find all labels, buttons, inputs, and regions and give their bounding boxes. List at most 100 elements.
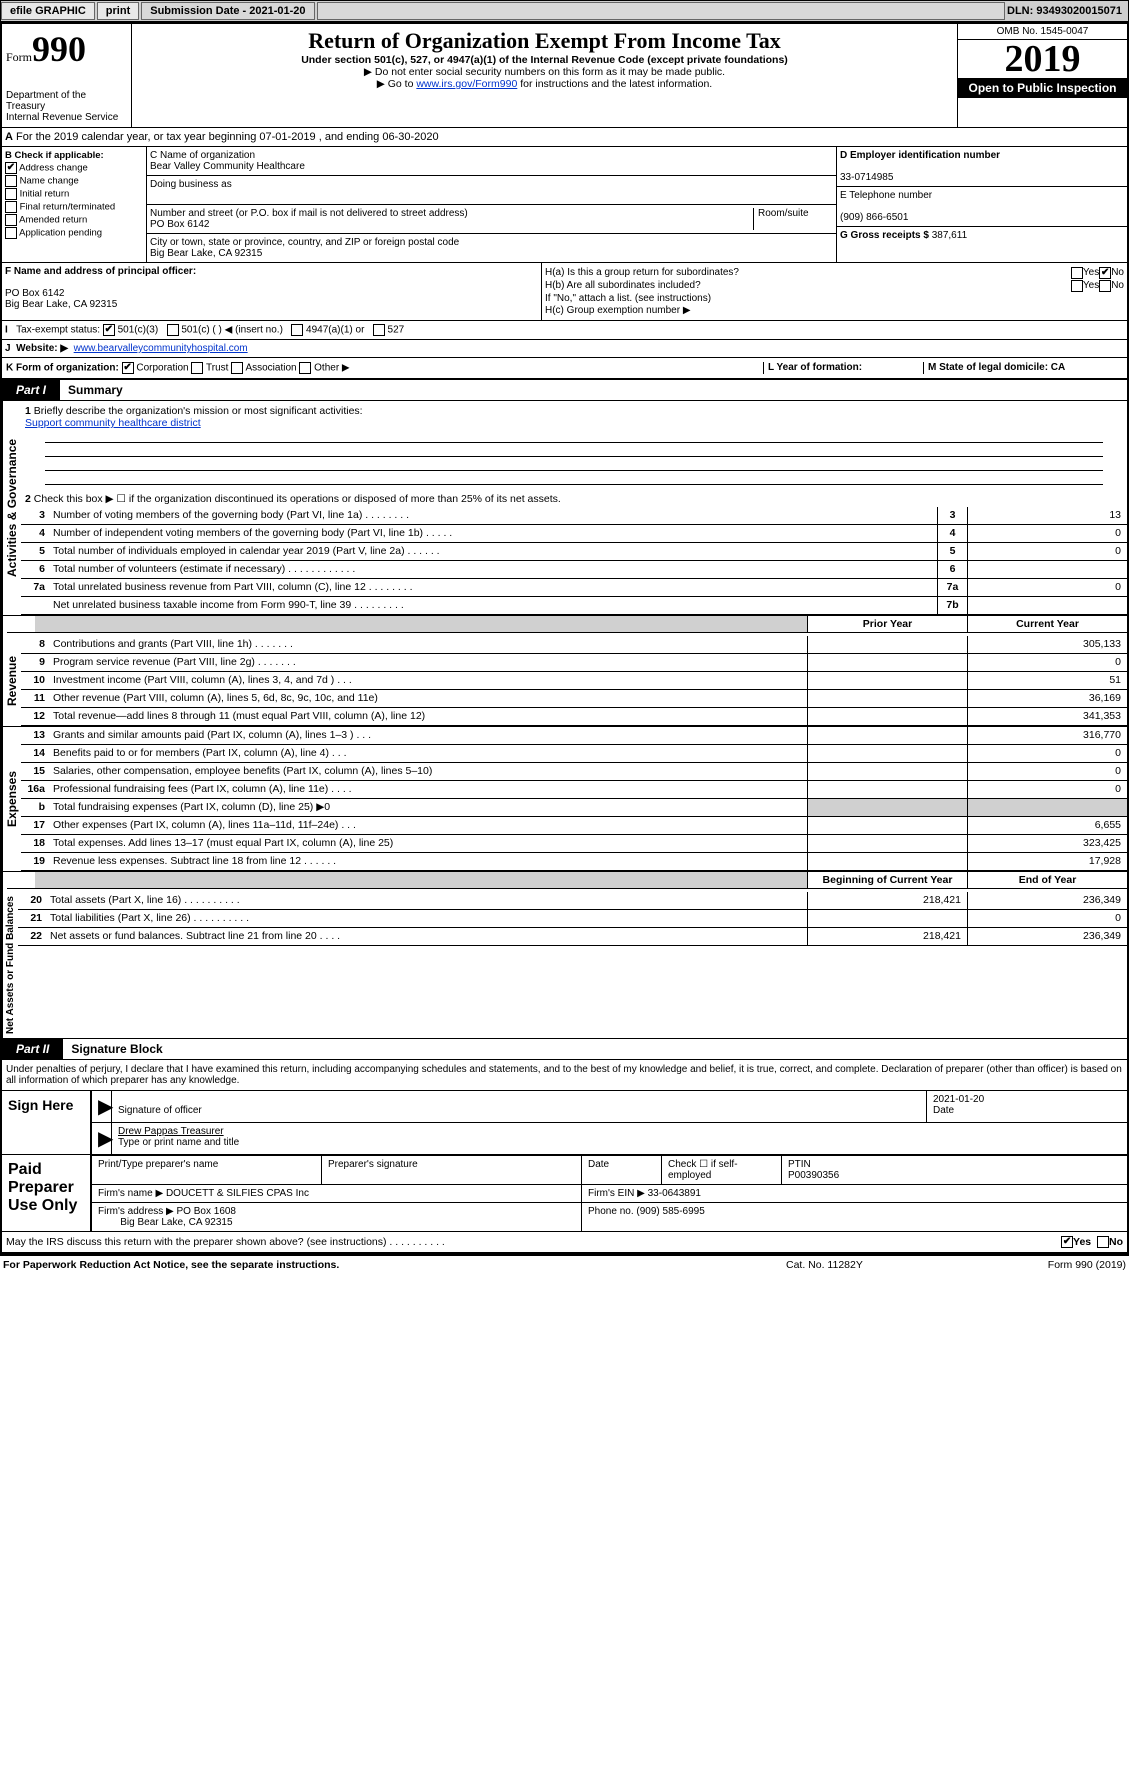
box-m: M State of legal domicile: CA <box>923 362 1123 374</box>
goto-note: ▶ Go to www.irs.gov/Form990 for instruct… <box>136 78 953 90</box>
check-initial-return[interactable] <box>5 188 17 200</box>
line-9: 9Program service revenue (Part VIII, lin… <box>21 654 1127 672</box>
efile-button[interactable]: efile GRAPHIC <box>1 2 95 20</box>
line-4: 4Number of independent voting members of… <box>21 525 1127 543</box>
line-5: 5Total number of individuals employed in… <box>21 543 1127 561</box>
ptin-value: P00390356 <box>788 1170 839 1181</box>
form-990: Form990 Department of the Treasury Inter… <box>0 22 1129 1254</box>
submission-date-cell: Submission Date - 2021-01-20 <box>141 2 314 20</box>
mission-link[interactable]: Support community healthcare district <box>25 417 201 429</box>
i-501c[interactable] <box>167 324 179 336</box>
firm-name: DOUCETT & SILFIES CPAS Inc <box>166 1188 309 1199</box>
line-13: 13Grants and similar amounts paid (Part … <box>21 727 1127 745</box>
perjury-declaration: Under penalties of perjury, I declare th… <box>2 1060 1127 1090</box>
vert-blank <box>2 616 7 636</box>
ein-value: 33-0714985 <box>840 172 893 183</box>
line-6: 6Total number of volunteers (estimate if… <box>21 561 1127 579</box>
line-7a: 7aTotal unrelated business revenue from … <box>21 579 1127 597</box>
form-number: Form990 <box>6 28 127 70</box>
hdr-current-year: Current Year <box>967 616 1127 632</box>
line-b: bTotal fundraising expenses (Part IX, co… <box>21 799 1127 817</box>
top-toolbar: efile GRAPHIC print Submission Date - 20… <box>0 0 1129 22</box>
discuss-row: May the IRS discuss this return with the… <box>2 1231 1127 1252</box>
hb-yes[interactable] <box>1071 280 1083 292</box>
line-11: 11Other revenue (Part VIII, column (A), … <box>21 690 1127 708</box>
hdr-end-year: End of Year <box>967 872 1127 888</box>
k-corp[interactable] <box>122 362 134 374</box>
firm-phone: (909) 585-6995 <box>636 1206 704 1217</box>
ha-yes[interactable] <box>1071 267 1083 279</box>
k-assoc[interactable] <box>231 362 243 374</box>
org-address: PO Box 6142 <box>150 219 753 230</box>
i-527[interactable] <box>373 324 385 336</box>
vert-blank2 <box>2 872 7 892</box>
line-18: 18Total expenses. Add lines 13–17 (must … <box>21 835 1127 853</box>
check-final-return[interactable] <box>5 201 17 213</box>
ssn-note: ▶ Do not enter social security numbers o… <box>136 66 953 78</box>
part1-header: Part I Summary <box>2 380 1127 401</box>
open-public-badge: Open to Public Inspection <box>958 78 1127 98</box>
q2-label: Check this box ▶ ☐ if the organization d… <box>34 493 561 505</box>
officer-name: Drew Pappas Treasurer <box>118 1126 224 1137</box>
hdr-begin-year: Beginning of Current Year <box>807 872 967 888</box>
irs-label: Internal Revenue Service <box>6 112 127 123</box>
org-city: Big Bear Lake, CA 92315 <box>150 248 833 259</box>
box-f: F Name and address of principal officer:… <box>2 263 542 320</box>
k-trust[interactable] <box>191 362 203 374</box>
line-14: 14Benefits paid to or for members (Part … <box>21 745 1127 763</box>
box-b: B Check if applicable: Address change Na… <box>2 147 147 262</box>
vert-net-assets: Net Assets or Fund Balances <box>2 892 18 1038</box>
page-footer: For Paperwork Reduction Act Notice, see … <box>0 1254 1129 1274</box>
part2-header: Part II Signature Block <box>2 1038 1127 1060</box>
line-22: 22Net assets or fund balances. Subtract … <box>18 928 1127 946</box>
line-20: 20Total assets (Part X, line 16) . . . .… <box>18 892 1127 910</box>
box-i: I Tax-exempt status: 501(c)(3) 501(c) ( … <box>2 321 1127 340</box>
check-name-change[interactable] <box>5 175 17 187</box>
firm-ein: 33-0643891 <box>648 1188 701 1199</box>
ha-no[interactable] <box>1099 267 1111 279</box>
line-12: 12Total revenue—add lines 8 through 11 (… <box>21 708 1127 726</box>
sign-here-label: Sign Here <box>2 1091 92 1154</box>
i-501c3[interactable] <box>103 324 115 336</box>
paid-preparer-label: Paid Preparer Use Only <box>2 1155 92 1231</box>
box-j: J Website: ▶ www.bearvalleycommunityhosp… <box>2 340 1127 358</box>
check-amended[interactable] <box>5 214 17 226</box>
vert-revenue: Revenue <box>2 636 21 726</box>
blank-cell <box>317 2 1005 20</box>
line-3: 3Number of voting members of the governi… <box>21 507 1127 525</box>
discuss-no[interactable] <box>1097 1236 1109 1248</box>
discuss-yes[interactable] <box>1061 1236 1073 1248</box>
line-8: 8Contributions and grants (Part VIII, li… <box>21 636 1127 654</box>
box-de: D Employer identification number 33-0714… <box>837 147 1127 262</box>
line-: Net unrelated business taxable income fr… <box>21 597 1127 615</box>
website-link[interactable]: www.bearvalleycommunityhospital.com <box>74 343 248 354</box>
hdr-prior-year: Prior Year <box>807 616 967 632</box>
line-16a: 16aProfessional fundraising fees (Part I… <box>21 781 1127 799</box>
gross-receipts: 387,611 <box>932 230 967 241</box>
tax-year: 2019 <box>958 40 1127 78</box>
firm-addr: PO Box 1608 <box>177 1206 236 1217</box>
line-a-taxyear: A For the 2019 calendar year, or tax yea… <box>2 128 1127 146</box>
phone-value: (909) 866-6501 <box>840 212 908 223</box>
line-10: 10Investment income (Part VIII, column (… <box>21 672 1127 690</box>
line-19: 19Revenue less expenses. Subtract line 1… <box>21 853 1127 871</box>
line-15: 15Salaries, other compensation, employee… <box>21 763 1127 781</box>
box-c: C Name of organization Bear Valley Commu… <box>147 147 837 262</box>
box-h: H(a) Is this a group return for subordin… <box>542 263 1127 320</box>
org-name: Bear Valley Community Healthcare <box>150 161 833 172</box>
irs-link[interactable]: www.irs.gov/Form990 <box>416 78 517 90</box>
line-21: 21Total liabilities (Part X, line 26) . … <box>18 910 1127 928</box>
k-other[interactable] <box>299 362 311 374</box>
check-app-pending[interactable] <box>5 227 17 239</box>
box-l: L Year of formation: <box>763 362 923 374</box>
dept-treasury: Department of the Treasury <box>6 90 127 112</box>
line-17: 17Other expenses (Part IX, column (A), l… <box>21 817 1127 835</box>
dln-label: DLN: 93493020015071 <box>1007 5 1128 17</box>
box-k: K Form of organization: Corporation Trus… <box>6 362 763 374</box>
vert-activities-governance: Activities & Governance <box>2 401 21 615</box>
q1-label: Briefly describe the organization's miss… <box>34 405 363 417</box>
i-4947[interactable] <box>291 324 303 336</box>
print-button[interactable]: print <box>97 2 139 20</box>
check-address-change[interactable] <box>5 162 17 174</box>
hb-no[interactable] <box>1099 280 1111 292</box>
